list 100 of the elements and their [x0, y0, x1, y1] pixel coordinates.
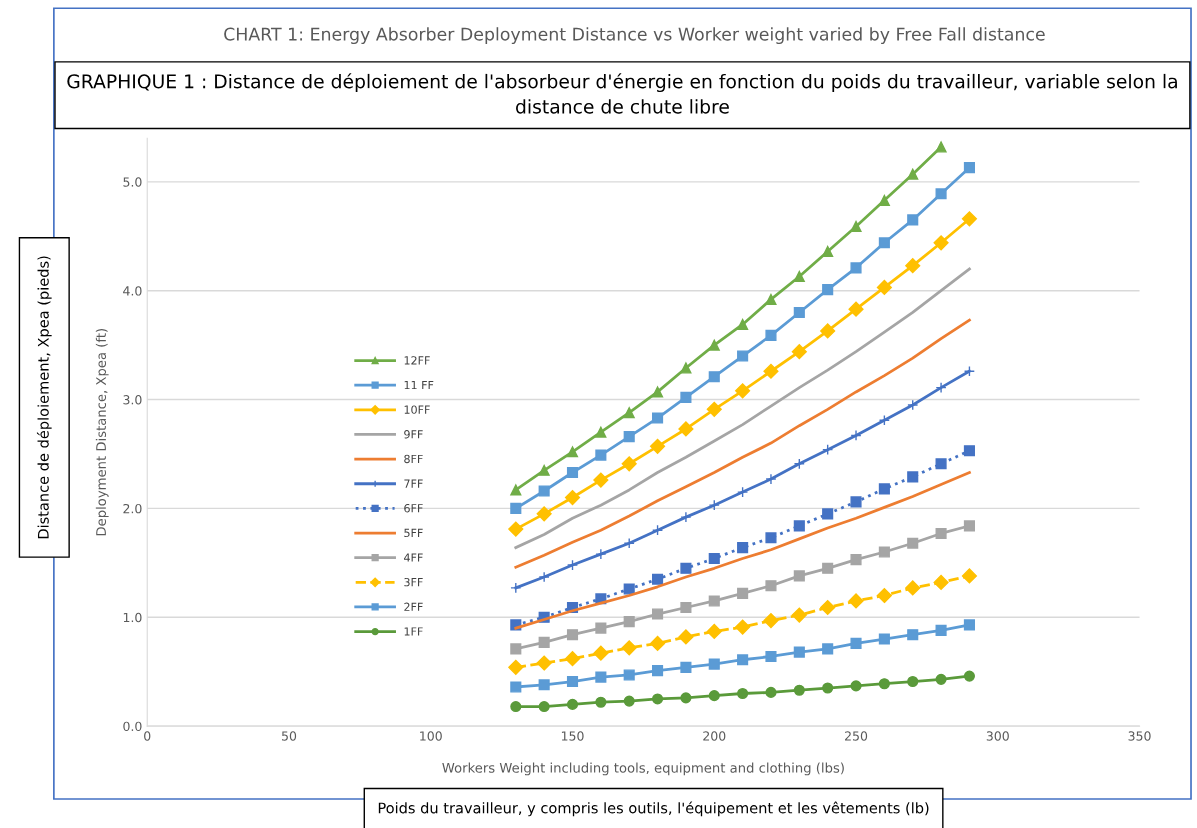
point	[822, 444, 834, 456]
point	[820, 599, 836, 616]
point	[963, 619, 975, 631]
line-series	[514, 267, 971, 549]
point	[850, 220, 862, 233]
legend-label: 2FF	[404, 602, 423, 611]
point	[735, 619, 751, 635]
point	[905, 258, 921, 274]
point	[508, 521, 524, 537]
legend-label: 6FF	[404, 504, 423, 513]
point	[623, 583, 635, 595]
y-tick-label: 4.0	[123, 286, 142, 296]
point	[935, 527, 947, 540]
y-tick-label: 1.0	[123, 612, 142, 623]
point	[907, 675, 919, 688]
point	[878, 414, 890, 426]
point	[593, 472, 609, 488]
point	[935, 141, 947, 153]
point	[765, 580, 777, 592]
point	[708, 552, 720, 565]
point	[708, 371, 720, 383]
point	[649, 635, 666, 651]
point	[510, 484, 522, 496]
point	[850, 429, 862, 442]
point	[652, 693, 664, 705]
point	[935, 188, 947, 200]
point	[680, 661, 692, 673]
point	[765, 532, 777, 544]
point	[765, 650, 777, 663]
point	[878, 237, 890, 249]
point	[680, 692, 692, 704]
point	[708, 690, 720, 702]
point	[907, 537, 919, 549]
legend-label: 5FF	[404, 528, 423, 538]
chart-subtitle: GRAPHIQUE 1 : Distance de déploiement de l'absorbeur d'énergie en fonction du poids du travailleur, variable selon la distance de chute libre	[67, 73, 1177, 114]
point	[510, 643, 522, 655]
point	[850, 554, 862, 566]
point	[737, 318, 749, 330]
point	[822, 562, 834, 574]
point	[566, 446, 579, 458]
point	[961, 568, 978, 584]
x-tick-label: 250	[845, 731, 868, 741]
point	[793, 684, 805, 696]
point	[793, 646, 805, 658]
point	[963, 445, 975, 457]
point	[708, 499, 720, 511]
point	[595, 449, 607, 461]
point	[933, 235, 949, 251]
point	[935, 624, 947, 636]
point	[820, 323, 836, 339]
point	[680, 562, 692, 574]
point	[538, 636, 550, 648]
point	[737, 687, 749, 700]
point	[623, 537, 635, 549]
point	[510, 701, 522, 713]
x-axis-title: Workers Weight including tools, equipment and clothing (lbs)	[442, 762, 844, 776]
point	[791, 344, 807, 360]
point	[737, 654, 749, 666]
point	[566, 698, 579, 710]
point	[623, 695, 635, 707]
point	[876, 587, 892, 604]
point	[735, 383, 751, 399]
point	[623, 407, 635, 419]
y-tick-label: 5.0	[123, 177, 142, 187]
point	[652, 386, 664, 398]
point	[680, 391, 692, 403]
point	[566, 675, 579, 688]
point	[652, 608, 664, 620]
point	[850, 496, 862, 508]
legend-label: 12FF	[404, 356, 430, 365]
point	[737, 486, 749, 498]
point	[848, 301, 864, 317]
point	[963, 520, 975, 532]
point	[623, 431, 635, 443]
point	[793, 270, 805, 283]
point	[763, 363, 779, 379]
point	[793, 306, 805, 319]
point	[878, 483, 890, 495]
point	[708, 595, 720, 607]
point	[907, 168, 919, 180]
legend-label: 4FF	[404, 553, 423, 562]
point	[793, 520, 805, 532]
legend-label: 7FF	[404, 479, 423, 488]
point	[566, 629, 579, 641]
legend-label: 10FF	[404, 405, 430, 414]
point	[737, 350, 749, 362]
legend-label: 3FF	[404, 577, 423, 587]
point	[508, 659, 524, 675]
point	[649, 438, 666, 454]
point	[905, 580, 921, 596]
x-tick-label: 100	[420, 731, 442, 741]
point	[652, 573, 664, 585]
point	[708, 658, 720, 670]
point	[878, 546, 890, 558]
point	[706, 401, 722, 417]
legend-label: 1FF	[404, 627, 423, 636]
x-tick-label: 200	[703, 731, 726, 741]
point	[765, 686, 777, 698]
point	[538, 679, 550, 691]
point	[538, 701, 550, 713]
